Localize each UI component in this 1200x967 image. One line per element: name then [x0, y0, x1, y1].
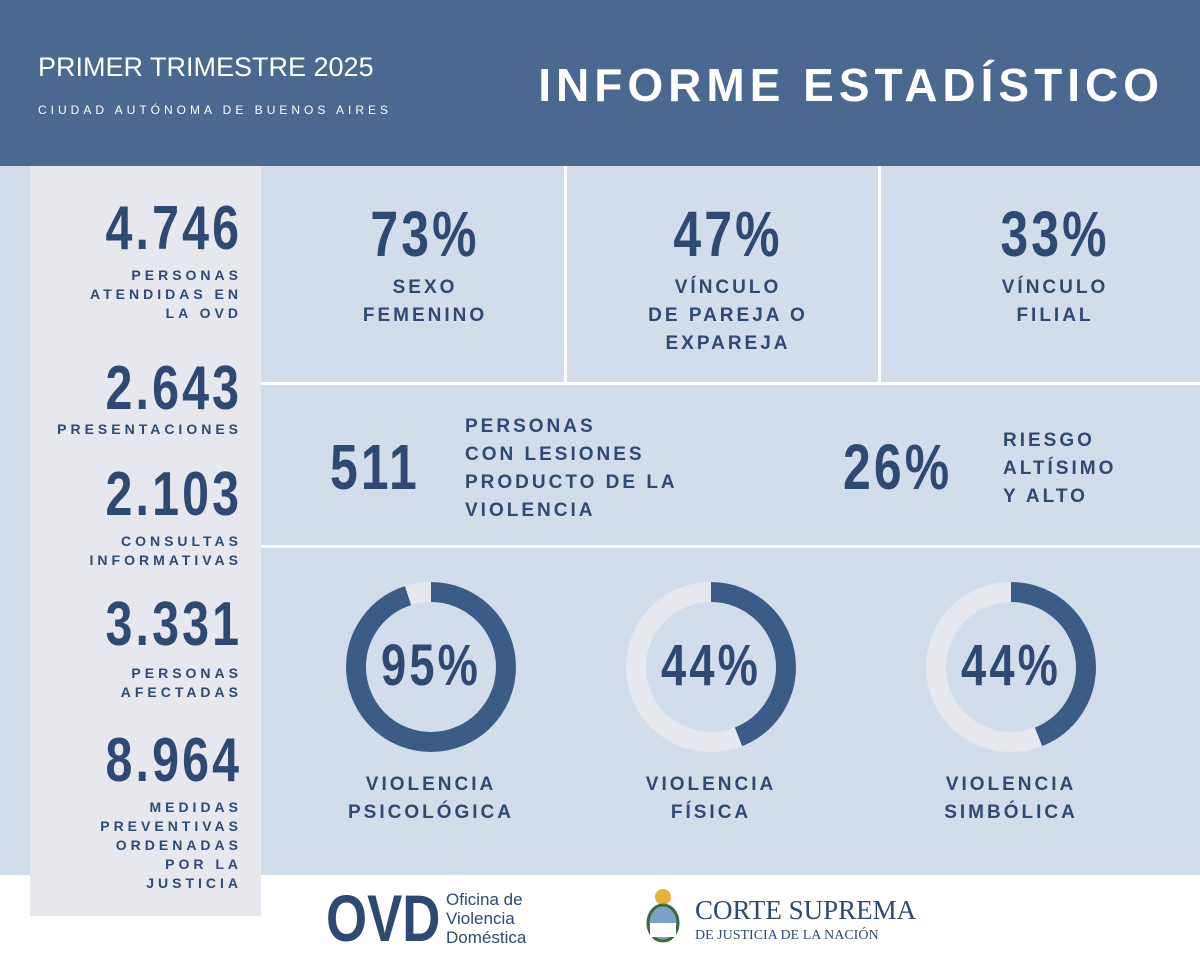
stat-number: 3.331	[105, 590, 242, 659]
stat-number: 95%	[381, 633, 481, 698]
stat-label: FILIAL	[1016, 305, 1094, 326]
stat-label: PREVENTIVAS	[100, 818, 242, 834]
court-emblem	[644, 887, 682, 943]
stat-number: 44%	[961, 633, 1061, 698]
stat-label: INFORMATIVAS	[89, 552, 242, 568]
stat-label: VÍNCULO	[1001, 277, 1109, 298]
ovd-logo: OVD	[326, 881, 441, 955]
stat-label: EXPAREJA	[665, 333, 791, 354]
stat-label: MEDIDAS	[149, 799, 242, 815]
stat-label: LA OVD	[165, 305, 242, 321]
stat-number: 47%	[673, 198, 783, 270]
donut-caption: PSICOLÓGICA	[347, 802, 514, 823]
stat-label: FEMENINO	[362, 305, 488, 326]
ovd-name: Oficina de	[446, 890, 523, 909]
side-column	[30, 166, 261, 916]
donut-caption: FÍSICA	[670, 802, 752, 823]
stat-label: AFECTADAS	[120, 684, 242, 700]
divider	[878, 166, 881, 383]
stat-label: PERSONAS	[465, 416, 596, 437]
location: CIUDAD AUTÓNOMA DE BUENOS AIRES	[38, 103, 393, 117]
donut-caption: VIOLENCIA	[365, 774, 497, 795]
period: PRIMER TRIMESTRE 2025	[38, 52, 374, 82]
stat-label: ALTÍSIMO	[1003, 458, 1117, 479]
stat-label: CONSULTAS	[120, 533, 242, 549]
stat-number: 33%	[1000, 198, 1110, 270]
divider	[564, 166, 567, 383]
stat-number: 2.103	[105, 460, 242, 529]
stat-label: PRESENTACIONES	[57, 421, 242, 437]
stat-label: ATENDIDAS EN	[90, 286, 242, 302]
donut-caption: VIOLENCIA	[945, 774, 1077, 795]
donut-arc	[626, 582, 796, 752]
stat-label: ORDENADAS	[115, 837, 242, 853]
stat-number: 73%	[370, 198, 480, 270]
stat-label: VIOLENCIA	[465, 500, 596, 521]
donut-arc	[346, 582, 516, 752]
stat-label: POR LA	[165, 856, 242, 872]
ovd-name: Doméstica	[446, 928, 527, 947]
header-band	[0, 0, 1200, 166]
stat-label: PERSONAS	[131, 267, 242, 283]
donut-caption: VIOLENCIA	[645, 774, 777, 795]
ovd-name: Violencia	[446, 909, 515, 928]
court-name: CORTE SUPREMA	[695, 895, 917, 925]
stat-label: PRODUCTO DE LA	[465, 472, 678, 493]
emblem	[646, 889, 680, 943]
stat-number: 44%	[661, 633, 761, 698]
stat-label: Y ALTO	[1003, 486, 1088, 507]
stat-label: CON LESIONES	[465, 444, 645, 465]
stat-number: 8.964	[105, 726, 242, 795]
stat-number: 2.643	[105, 354, 242, 423]
divider	[261, 545, 1200, 548]
stat-label: JUSTICIA	[146, 875, 242, 891]
donut-caption: SIMBÓLICA	[944, 802, 1078, 823]
stat-number: 4.746	[105, 194, 242, 263]
divider	[261, 382, 1200, 385]
stat-label: PERSONAS	[131, 665, 242, 681]
donut-arc	[926, 582, 1096, 752]
stat-number: 511	[330, 431, 420, 503]
stat-label: VÍNCULO	[674, 277, 782, 298]
stat-label: DE PAREJA O	[648, 305, 808, 326]
main-title: INFORME ESTADÍSTICO	[538, 59, 1164, 111]
stat-number: 26%	[843, 431, 953, 503]
court-subtitle: DE JUSTICIA DE LA NACIÓN	[695, 928, 879, 943]
stat-label: SEXO	[392, 277, 458, 298]
stat-label: RIESGO	[1003, 430, 1095, 451]
